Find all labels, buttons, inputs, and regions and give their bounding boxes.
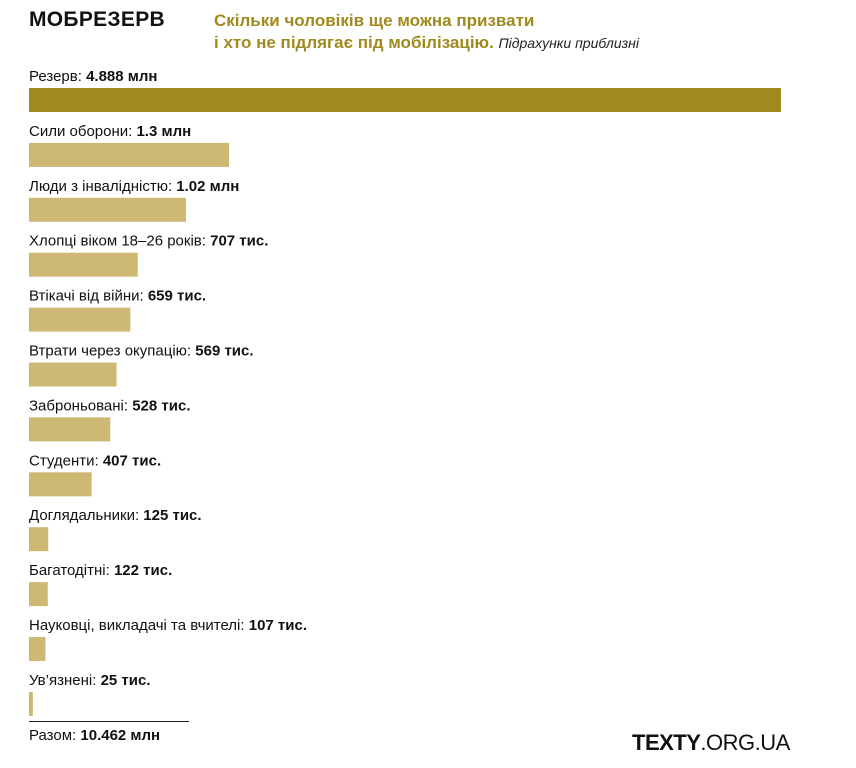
- category-label: Студенти: 407 тис.: [29, 452, 161, 469]
- category-label: Доглядальники: 125 тис.: [29, 507, 202, 524]
- category-name: Резерв:: [29, 68, 86, 85]
- category-name: Багатодітні:: [29, 562, 114, 579]
- value-label: 25 тис.: [101, 672, 151, 689]
- bar-group: Резерв: 4.888 млн: [29, 68, 781, 112]
- bar-group: Доглядальники: 125 тис.: [29, 507, 202, 552]
- bar: [29, 637, 46, 661]
- category-label: Сили оборони: 1.3 млн: [29, 123, 191, 140]
- bar: [29, 88, 781, 112]
- bar: [29, 691, 33, 716]
- value-label: 407 тис.: [103, 452, 161, 469]
- bar: [29, 252, 138, 277]
- bar-group: Науковці, викладачі та вчителі: 107 тис.: [29, 617, 307, 661]
- value-label: 1.3 млн: [136, 123, 191, 140]
- bar-group: Ув’язнені: 25 тис.: [29, 672, 151, 716]
- category-label: Люди з інвалідністю: 1.02 млн: [29, 178, 239, 195]
- value-label: 1.02 млн: [176, 178, 239, 195]
- total-label: Разом:: [29, 727, 77, 744]
- category-label: Втрати через окупацію: 569 тис.: [29, 343, 254, 360]
- bar: [29, 307, 131, 332]
- category-label: Резерв: 4.888 млн: [29, 68, 157, 85]
- bar: [29, 362, 117, 387]
- bar-group: Хлопці віком 18–26 років: 707 тис.: [29, 233, 268, 277]
- category-label: Науковці, викладачі та вчителі: 107 тис.: [29, 617, 307, 634]
- category-name: Доглядальники:: [29, 507, 143, 524]
- category-name: Втікачі від війни:: [29, 288, 148, 305]
- subtitle-line-2-text: і хто не підлягає під мобілізацію.: [214, 33, 494, 52]
- chart-subtitle: Скільки чоловіків ще можна призвати і хт…: [214, 10, 834, 54]
- total-divider: [29, 721, 189, 723]
- bar: [29, 527, 49, 552]
- category-name: Науковці, викладачі та вчителі:: [29, 617, 249, 634]
- category-label: Втікачі від війни: 659 тис.: [29, 288, 206, 305]
- value-label: 107 тис.: [249, 617, 307, 634]
- value-label: 659 тис.: [148, 288, 206, 305]
- brand-title: МОБРЕЗЕРВ: [29, 8, 165, 31]
- value-label: 569 тис.: [195, 343, 253, 360]
- subtitle-line-2: і хто не підлягає під мобілізацію. Підра…: [214, 32, 834, 54]
- bar-group: Втрати через окупацію: 569 тис.: [29, 343, 254, 387]
- total-row: Разом: 10.462 млн: [29, 727, 160, 744]
- category-name: Хлопці віком 18–26 років:: [29, 233, 210, 250]
- category-label: Заброньовані: 528 тис.: [29, 397, 191, 414]
- value-label: 4.888 млн: [86, 68, 157, 85]
- bar: [29, 142, 229, 167]
- total-value: 10.462 млн: [80, 727, 161, 744]
- value-label: 125 тис.: [143, 507, 201, 524]
- bar: [29, 417, 111, 442]
- bar-group: Студенти: 407 тис.: [29, 452, 161, 497]
- category-name: Ув’язнені:: [29, 672, 101, 689]
- estimate-note: Підрахунки приблизні: [498, 35, 639, 51]
- bar-group: Заброньовані: 528 тис.: [29, 397, 191, 442]
- category-label: Ув’язнені: 25 тис.: [29, 672, 151, 689]
- value-label: 122 тис.: [114, 562, 172, 579]
- bar: [29, 197, 186, 222]
- subtitle-line-1: Скільки чоловіків ще можна призвати: [214, 11, 535, 30]
- bar-group: Багатодітні: 122 тис.: [29, 562, 172, 607]
- category-name: Втрати через окупацію:: [29, 343, 195, 360]
- value-label: 707 тис.: [210, 233, 268, 250]
- value-label: 528 тис.: [132, 397, 190, 414]
- category-label: Хлопці віком 18–26 років: 707 тис.: [29, 233, 268, 250]
- bar-group: Люди з інвалідністю: 1.02 млн: [29, 178, 239, 222]
- texty-logo[interactable]: TEXTY.ORG.UA: [632, 730, 790, 756]
- category-name: Студенти:: [29, 452, 103, 469]
- bar-group: Сили оборони: 1.3 млн: [29, 123, 229, 167]
- bar-group: Втікачі від війни: 659 тис.: [29, 288, 206, 332]
- bar: [29, 472, 92, 497]
- category-name: Заброньовані:: [29, 397, 132, 414]
- bar: [29, 582, 48, 607]
- category-label: Багатодітні: 122 тис.: [29, 562, 172, 579]
- logo-bold: TEXTY: [632, 730, 701, 755]
- category-name: Люди з інвалідністю:: [29, 178, 176, 195]
- logo-domain: .ORG.UA: [700, 730, 790, 755]
- category-name: Сили оборони:: [29, 123, 136, 140]
